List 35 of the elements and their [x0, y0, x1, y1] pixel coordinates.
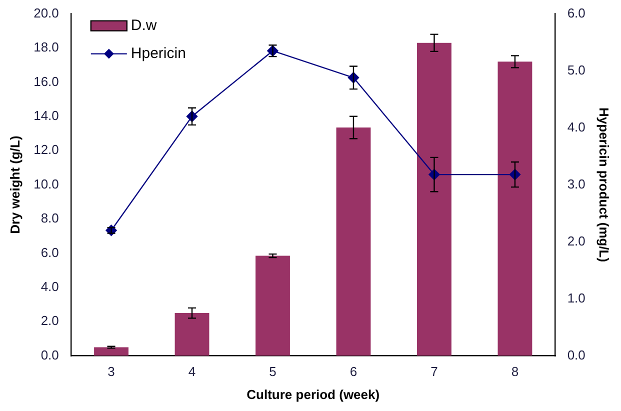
y-tick-label: 20.0: [34, 5, 59, 20]
y-tick-label: 18.0: [34, 40, 59, 55]
y-tick-label: 14.0: [34, 108, 59, 123]
x-tick-label: 7: [430, 364, 438, 380]
x-tick-label: 3: [108, 364, 115, 380]
y-axis-title: Dry weight (g/L): [7, 136, 22, 234]
y-tick-label: 16.0: [34, 74, 59, 89]
legend-label: Hpericin: [130, 44, 186, 62]
y2-tick-label: 5.0: [567, 62, 586, 78]
y2-tick-label: 6.0: [567, 5, 586, 20]
y-tick-label: 6.0: [40, 244, 59, 260]
y2-tick-label: 4.0: [567, 119, 586, 134]
y-tick-label: 4.0: [40, 278, 59, 294]
bar: [174, 313, 210, 356]
bar: [94, 347, 128, 356]
x-axis-title: Culture period (week): [246, 386, 380, 402]
y2-tick-label: 2.0: [567, 233, 586, 248]
y-tick-label: 0.0: [40, 347, 59, 362]
y2-tick-label: 0.0: [567, 347, 586, 362]
x-tick-label: 5: [269, 364, 276, 380]
y-tick-label: 8.0: [40, 210, 59, 226]
x-tick-label: 4: [188, 364, 196, 380]
y-tick-label: 12.0: [34, 142, 59, 158]
y2-tick-label: 1.0: [567, 290, 586, 306]
y2-tick-label: 3.0: [567, 176, 586, 192]
x-tick-label: 8: [511, 364, 519, 380]
y2-axis-title: Hypericin product (mg/L): [596, 108, 612, 262]
y-tick-label: 10.0: [34, 176, 59, 192]
bar: [417, 42, 452, 356]
bar: [256, 256, 290, 356]
bar: [498, 62, 532, 356]
y-tick-label: 2.0: [40, 313, 59, 328]
bar: [336, 128, 371, 356]
legend-label: D.w: [130, 16, 157, 34]
x-tick-label: 6: [350, 364, 358, 380]
